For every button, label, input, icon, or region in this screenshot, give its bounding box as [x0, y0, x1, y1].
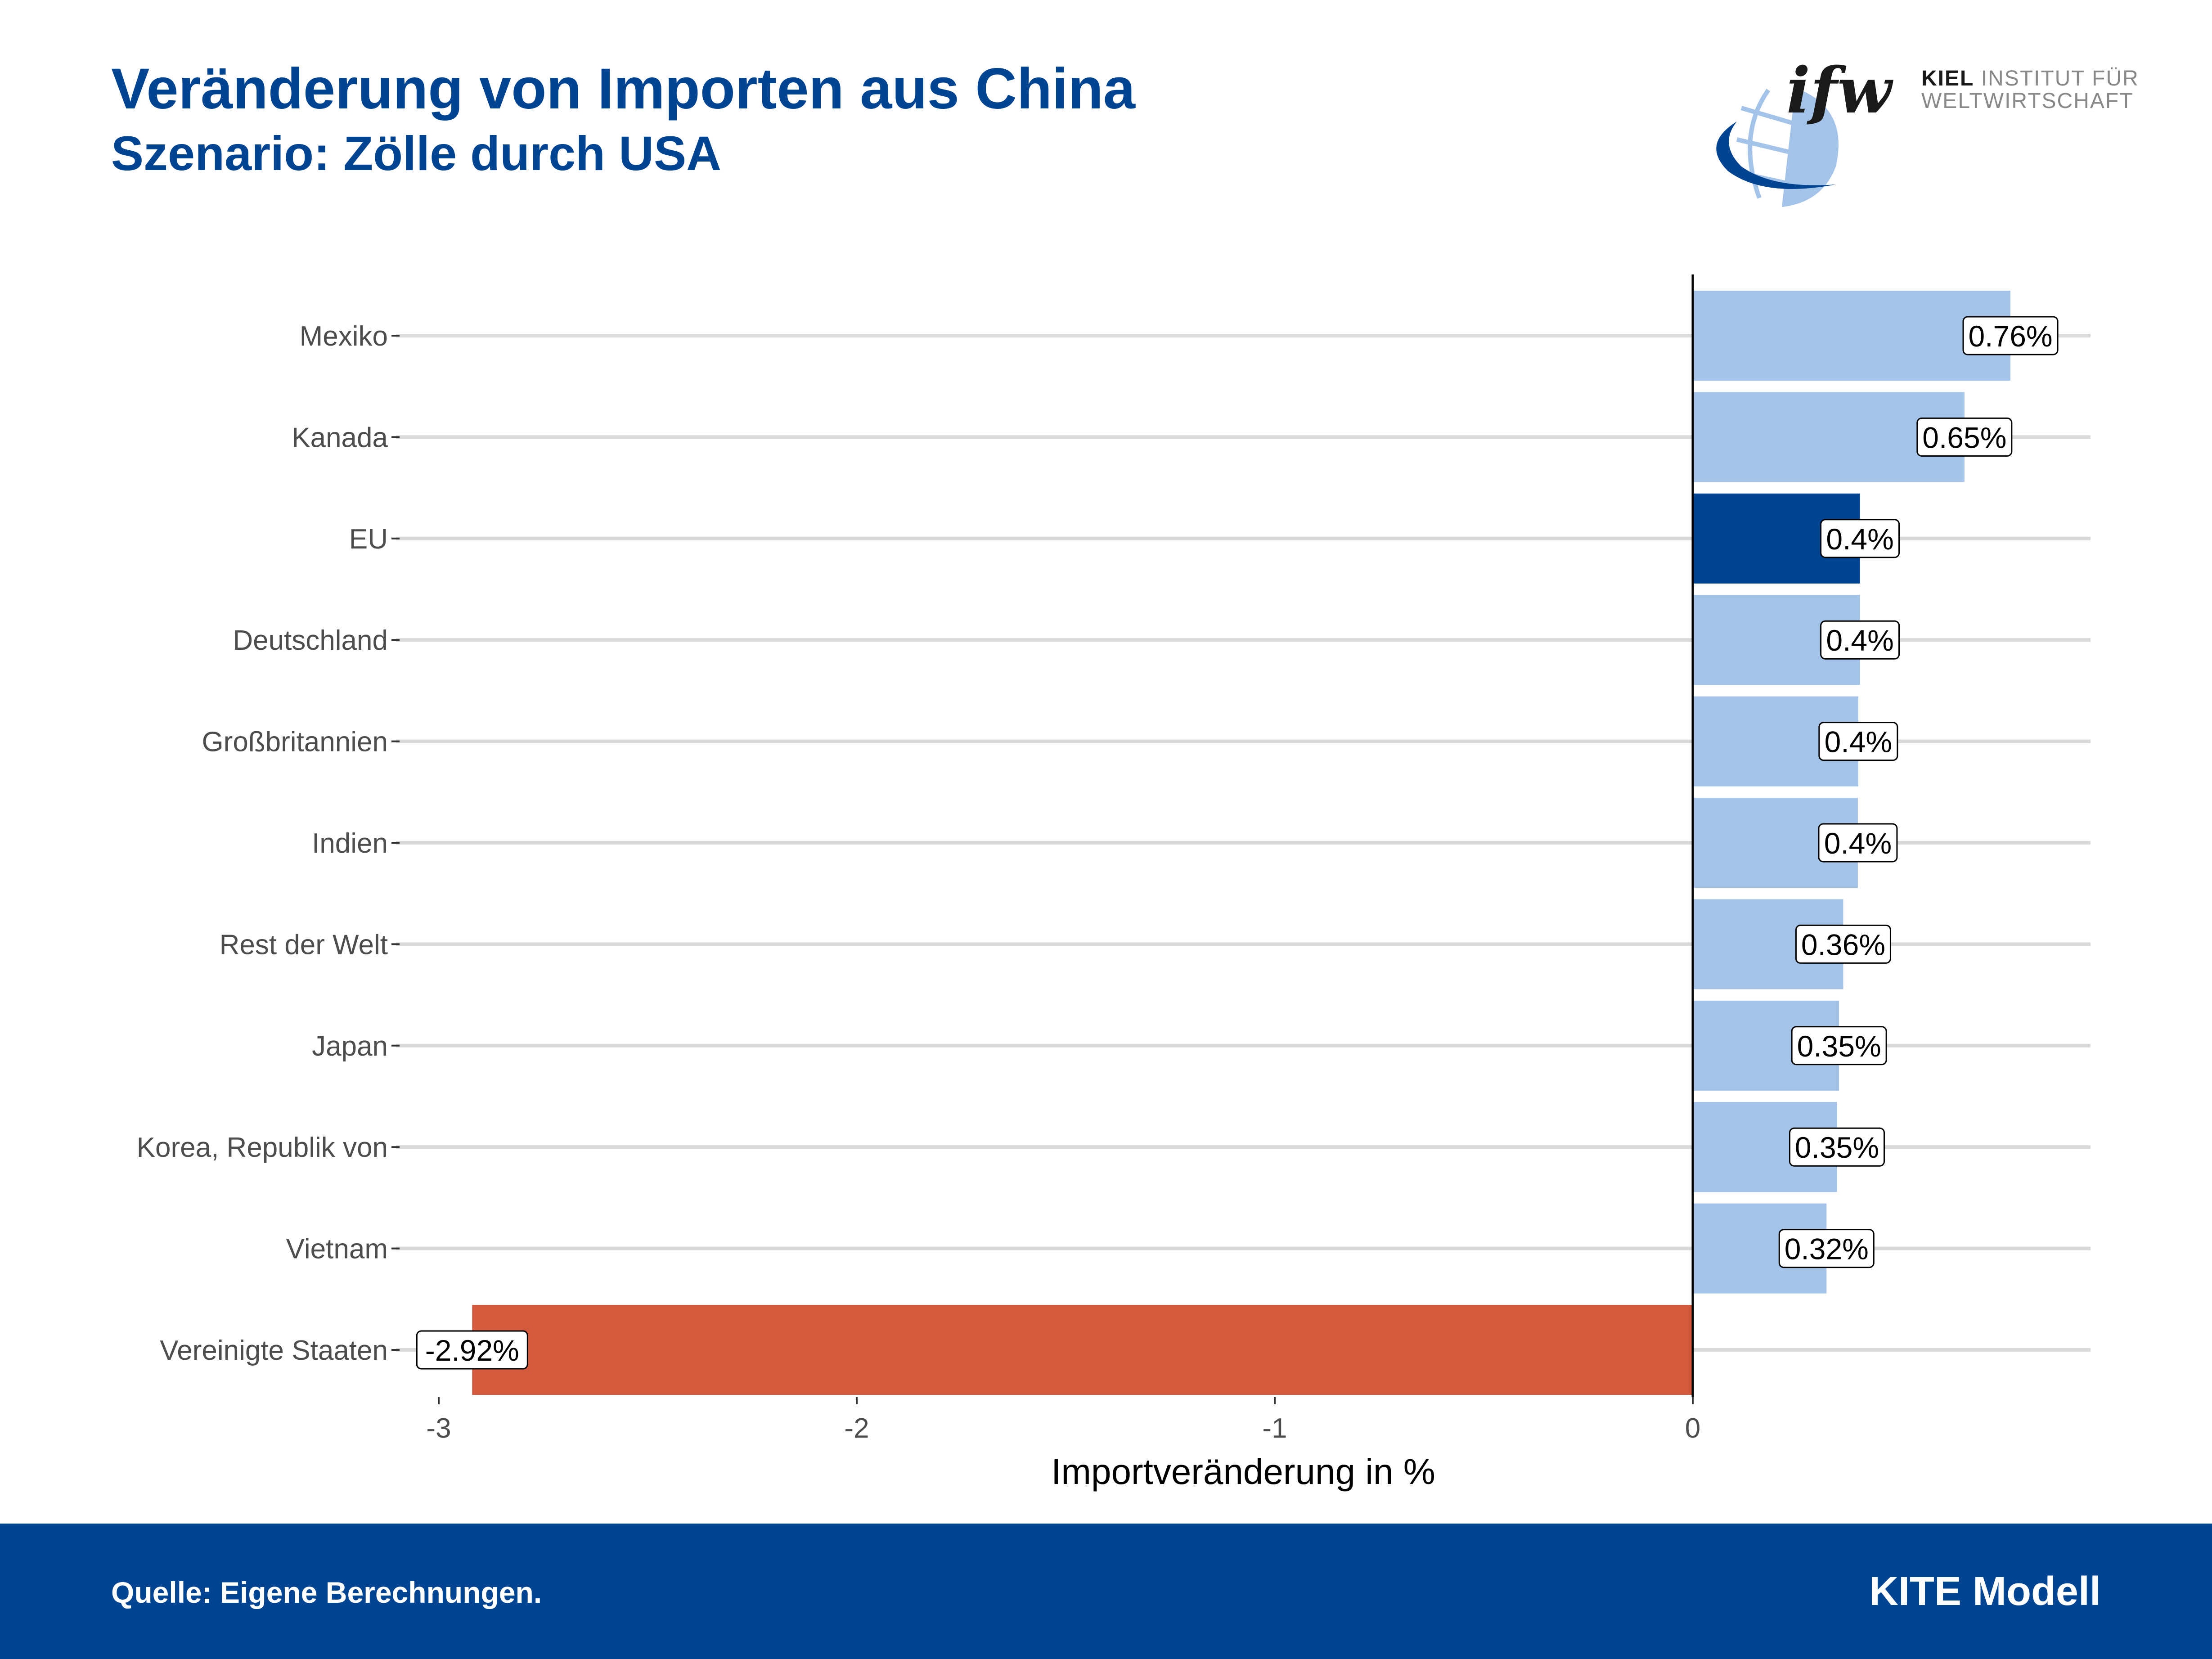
- y-tick-label: Korea, Republik von: [137, 1132, 388, 1163]
- data-label: -2.92%: [416, 1330, 528, 1370]
- data-label-box: [416, 1330, 528, 1370]
- y-tick-label: Rest der Welt: [220, 929, 388, 960]
- data-label-box: [1791, 1026, 1887, 1066]
- x-axis-label: Importveränderung in %: [1051, 1452, 1435, 1492]
- data-label: 0.4%: [1820, 519, 1900, 558]
- svg-text:ifw: ifw: [1786, 54, 1893, 128]
- y-tick-label: Vereinigte Staaten: [160, 1335, 388, 1366]
- data-label-box: [1818, 823, 1898, 863]
- data-label-text: 0.65%: [1922, 421, 2006, 454]
- data-label-text: -2.92%: [425, 1334, 519, 1367]
- x-tick-label: -2: [844, 1413, 869, 1444]
- y-tick-label: Kanada: [292, 422, 388, 453]
- y-tick-label: Deutschland: [233, 625, 388, 656]
- data-label-text: 0.36%: [1801, 928, 1885, 961]
- data-label-box: [1820, 519, 1900, 558]
- data-label: 0.65%: [1916, 417, 2013, 457]
- bar-mexiko: [1693, 291, 2011, 381]
- bar-vereinigte-staaten: [472, 1305, 1693, 1395]
- data-label: 0.4%: [1818, 823, 1898, 863]
- data-label: 0.76%: [1962, 316, 2059, 355]
- y-tick-label: Japan: [312, 1031, 388, 1062]
- chart-subtitle: Szenario: Zölle durch USA: [111, 126, 722, 180]
- x-tick-label: 0: [1685, 1413, 1700, 1444]
- data-label-text: 0.4%: [1826, 522, 1893, 556]
- data-label-text: 0.76%: [1968, 319, 2052, 353]
- x-tick-label: -1: [1262, 1413, 1287, 1444]
- data-label-box: [1778, 1229, 1875, 1268]
- footer-source: Quelle: Eigene Berechnungen.: [111, 1576, 542, 1609]
- data-label-text: 0.4%: [1825, 725, 1892, 759]
- data-label-text: 0.32%: [1785, 1232, 1869, 1266]
- data-label: 0.32%: [1778, 1229, 1875, 1268]
- data-label: 0.4%: [1820, 620, 1900, 660]
- footer-bar: Quelle: Eigene Berechnungen. KITE Modell: [0, 1524, 2212, 1659]
- y-tick-label: Vietnam: [286, 1234, 388, 1265]
- data-label-text: 0.35%: [1795, 1131, 1879, 1164]
- data-label-text: 0.35%: [1797, 1030, 1881, 1063]
- data-label-box: [1962, 316, 2059, 355]
- bar-chart: Mexiko Kanada EU Deutschland Großbritannien I…: [137, 274, 2091, 1492]
- y-tick-label: EU: [349, 524, 388, 555]
- data-label-box: [1818, 722, 1898, 761]
- data-label: 0.35%: [1789, 1127, 1885, 1167]
- data-label: 0.4%: [1818, 722, 1898, 761]
- chart-title: Veränderung von Importen aus China: [111, 57, 1135, 121]
- data-label-box: [1789, 1127, 1885, 1167]
- y-tick-label: Großbritannien: [202, 727, 388, 758]
- data-label-text: 0.4%: [1824, 827, 1892, 860]
- data-label-box: [1795, 924, 1891, 964]
- y-tick-label: Mexiko: [300, 321, 388, 352]
- y-tick-label: Indien: [312, 828, 388, 859]
- logo-name-line1: INSTITUT FÜR: [1981, 67, 2139, 90]
- data-label-box: [1820, 620, 1900, 660]
- logo-text: KIEL INSTITUT FÜR WELTWIRTSCHAFT: [1921, 67, 2139, 113]
- logo-name-bold: KIEL: [1921, 67, 1974, 90]
- globe-icon: ifw: [1716, 54, 1893, 207]
- footer-model: KITE Modell: [1869, 1569, 2101, 1614]
- data-label: 0.36%: [1795, 924, 1891, 964]
- data-label-text: 0.4%: [1826, 624, 1893, 657]
- data-label: 0.35%: [1791, 1026, 1887, 1066]
- data-label-box: [1916, 417, 2013, 457]
- logo-name-line2: WELTWIRTSCHAFT: [1921, 89, 2134, 113]
- x-tick-label: -3: [426, 1413, 451, 1444]
